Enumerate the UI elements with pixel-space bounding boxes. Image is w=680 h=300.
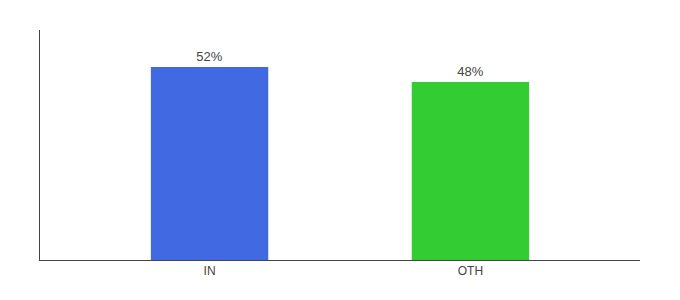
svg-text:OTH: OTH	[458, 264, 483, 278]
svg-text:52%: 52%	[196, 49, 222, 64]
svg-text:IN: IN	[204, 264, 216, 278]
svg-text:48%: 48%	[457, 64, 483, 79]
